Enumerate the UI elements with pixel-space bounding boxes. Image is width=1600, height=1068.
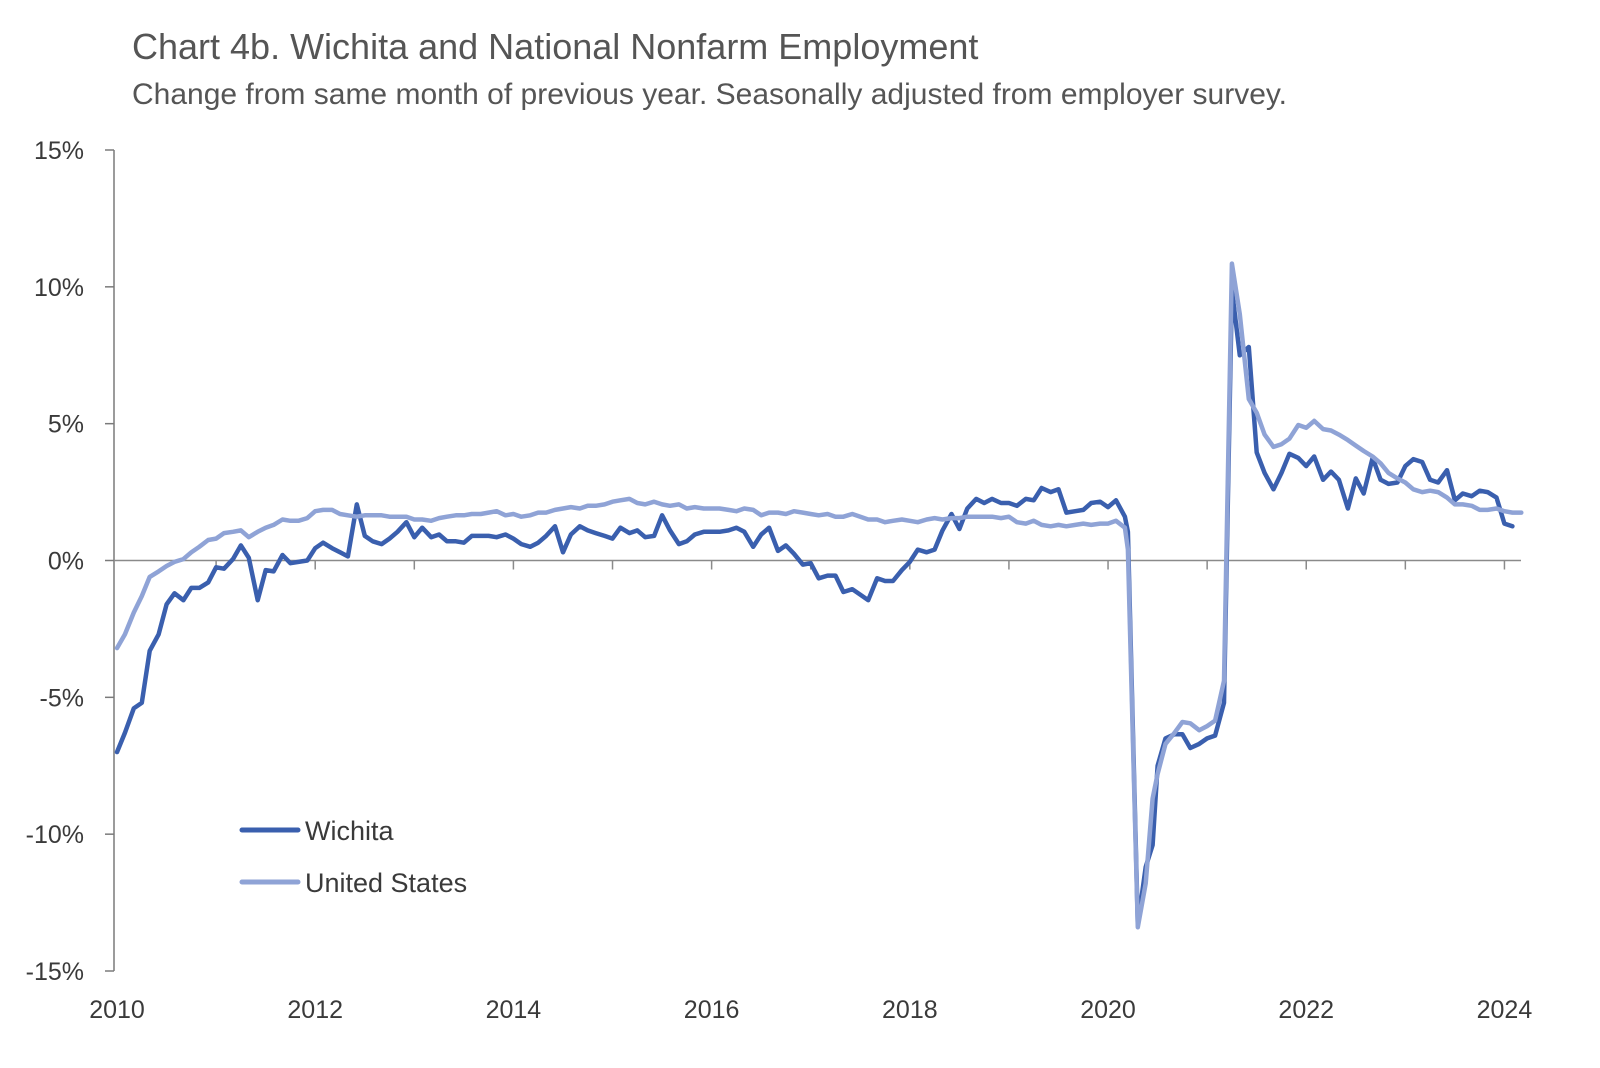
y-tick-label: 15% <box>34 137 84 165</box>
series-line-wichita <box>114 287 1515 927</box>
y-tick-label: -10% <box>26 821 84 849</box>
x-tick-label: 2012 <box>287 996 343 1024</box>
series-line-united-states <box>114 261 1524 930</box>
x-tick-label: 2024 <box>1477 996 1533 1024</box>
legend-label: United States <box>305 868 467 898</box>
x-tick-label: 2016 <box>684 996 740 1024</box>
y-tick-label: 10% <box>34 274 84 302</box>
chart-title: Chart 4b. Wichita and National Nonfarm E… <box>132 26 979 67</box>
x-tick-label: 2010 <box>89 996 145 1024</box>
y-tick-label: 5% <box>48 411 84 439</box>
y-tick-label: -5% <box>40 684 84 712</box>
x-tick-label: 2020 <box>1080 996 1136 1024</box>
y-tick-label: -15% <box>26 958 84 986</box>
chart-subtitle: Change from same month of previous year.… <box>132 78 1287 111</box>
y-tick-label: 0% <box>48 548 84 576</box>
x-tick-label: 2014 <box>486 996 542 1024</box>
x-tick-label: 2022 <box>1278 996 1334 1024</box>
legend-label: Wichita <box>305 816 394 846</box>
x-tick-label: 2018 <box>882 996 938 1024</box>
